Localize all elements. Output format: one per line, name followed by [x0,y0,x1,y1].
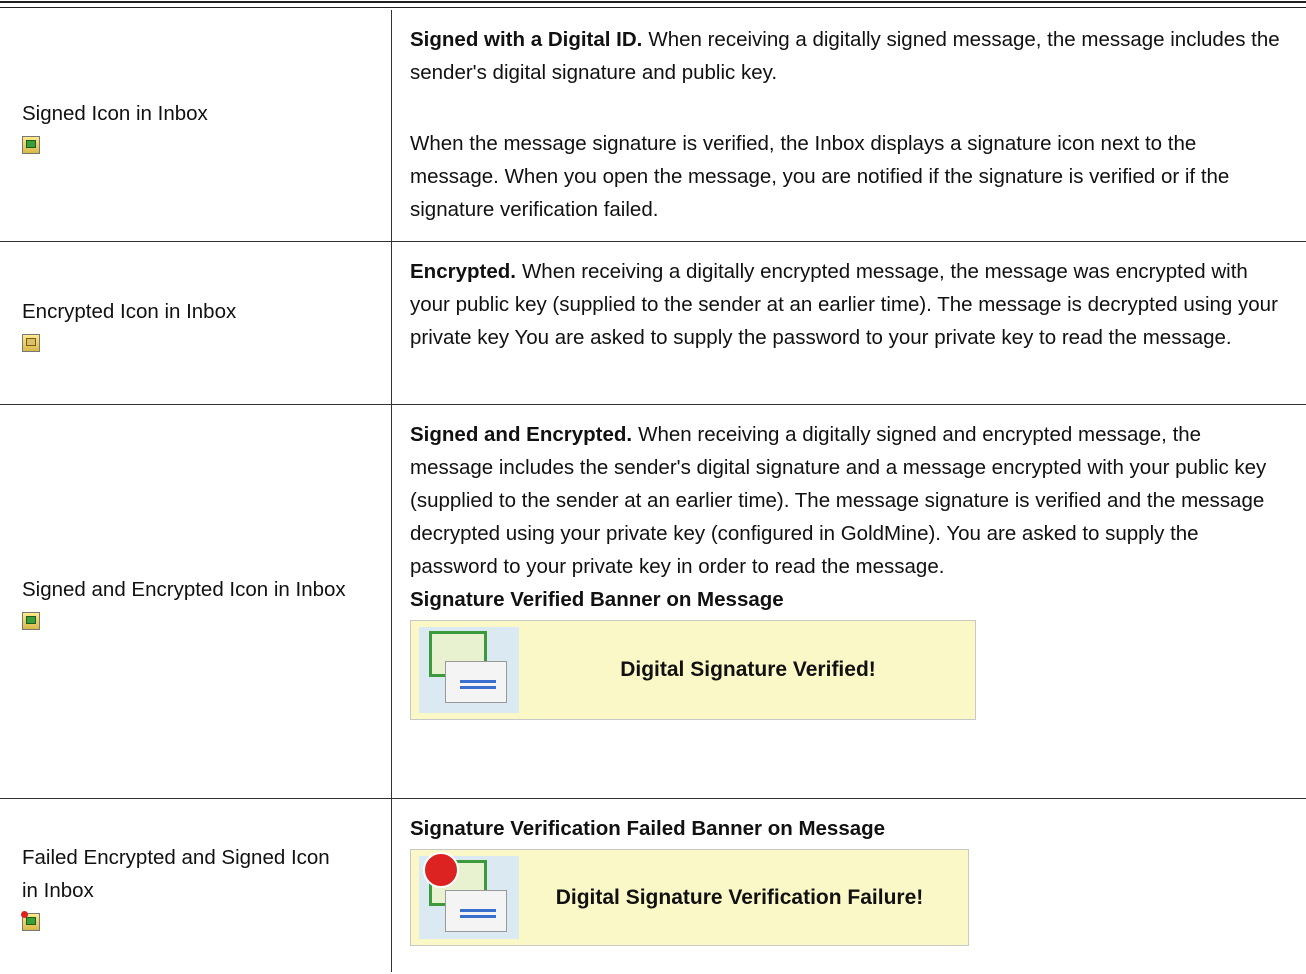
label-cell: Encrypted Icon in Inbox [0,242,392,404]
label-cell: Failed Encrypted and Signed Icon in Inbo… [0,799,392,972]
row-label: Signed Icon in Inbox [22,102,208,125]
inbox-icon [22,612,40,630]
row-label: Signed and Encrypted Icon in Inbox [22,578,346,601]
label-cell: Signed Icon in Inbox [0,10,392,241]
text: When receiving a digitally signed messag… [410,28,1280,84]
row-label: Encrypted Icon in Inbox [22,299,237,323]
lead: Signed and Encrypted. [410,423,633,446]
paragraph: Signed and Encrypted. When receiving a di… [410,418,1286,583]
paragraph: Signed with a Digital ID. When receiving … [410,23,1286,89]
text: When receiving a digitally encrypted mes… [410,260,1278,349]
description-cell: Signed and Encrypted. When receiving a di… [393,405,1306,798]
top-rule [0,1,1306,8]
row-label: Failed Encrypted and Signed Icon in Inbo… [22,845,330,902]
inbox-icon [22,333,40,352]
label-cell: Signed and Encrypted Icon in Inbox [0,405,392,798]
banner-text: Digital Signature Verified! [620,658,876,681]
lead: Encrypted. [410,260,516,283]
failed-banner: Digital Signature Verification Failure! [410,849,969,946]
description-cell: Signature Verification Failed Banner on … [393,799,1306,972]
banner-text: Digital Signature Verification Failure! [555,885,924,909]
lead: Signed with a Digital ID. [410,28,643,51]
caption: Signature Verification Failed Banner on … [410,817,886,840]
inbox-icon [21,910,40,931]
paragraph: Encrypted. When receiving a digitally enc… [410,255,1286,354]
table-row: Failed Encrypted and Signed Icon in Inbo… [0,799,1306,972]
caption: Signature Verified Banner on Message [410,588,784,611]
banner-icon [419,627,519,713]
description-cell: Encrypted. When receiving a digitally enc… [393,242,1306,404]
text: When receiving a digitally signed and en… [410,423,1267,578]
table-row: Signed Icon in Inbox Signed with a Digit… [0,10,1306,242]
description-cell: Signed with a Digital ID. When receiving … [393,10,1306,241]
paragraph: When the message signature is verified, … [410,132,1230,221]
table-row: Signed and Encrypted Icon in Inbox Signe… [0,405,1306,799]
verified-banner: Digital Signature Verified! [410,620,976,720]
table-row: Encrypted Icon in Inbox Encrypted. When r… [0,242,1306,405]
banner-icon [419,852,519,939]
inbox-icon [22,136,40,154]
